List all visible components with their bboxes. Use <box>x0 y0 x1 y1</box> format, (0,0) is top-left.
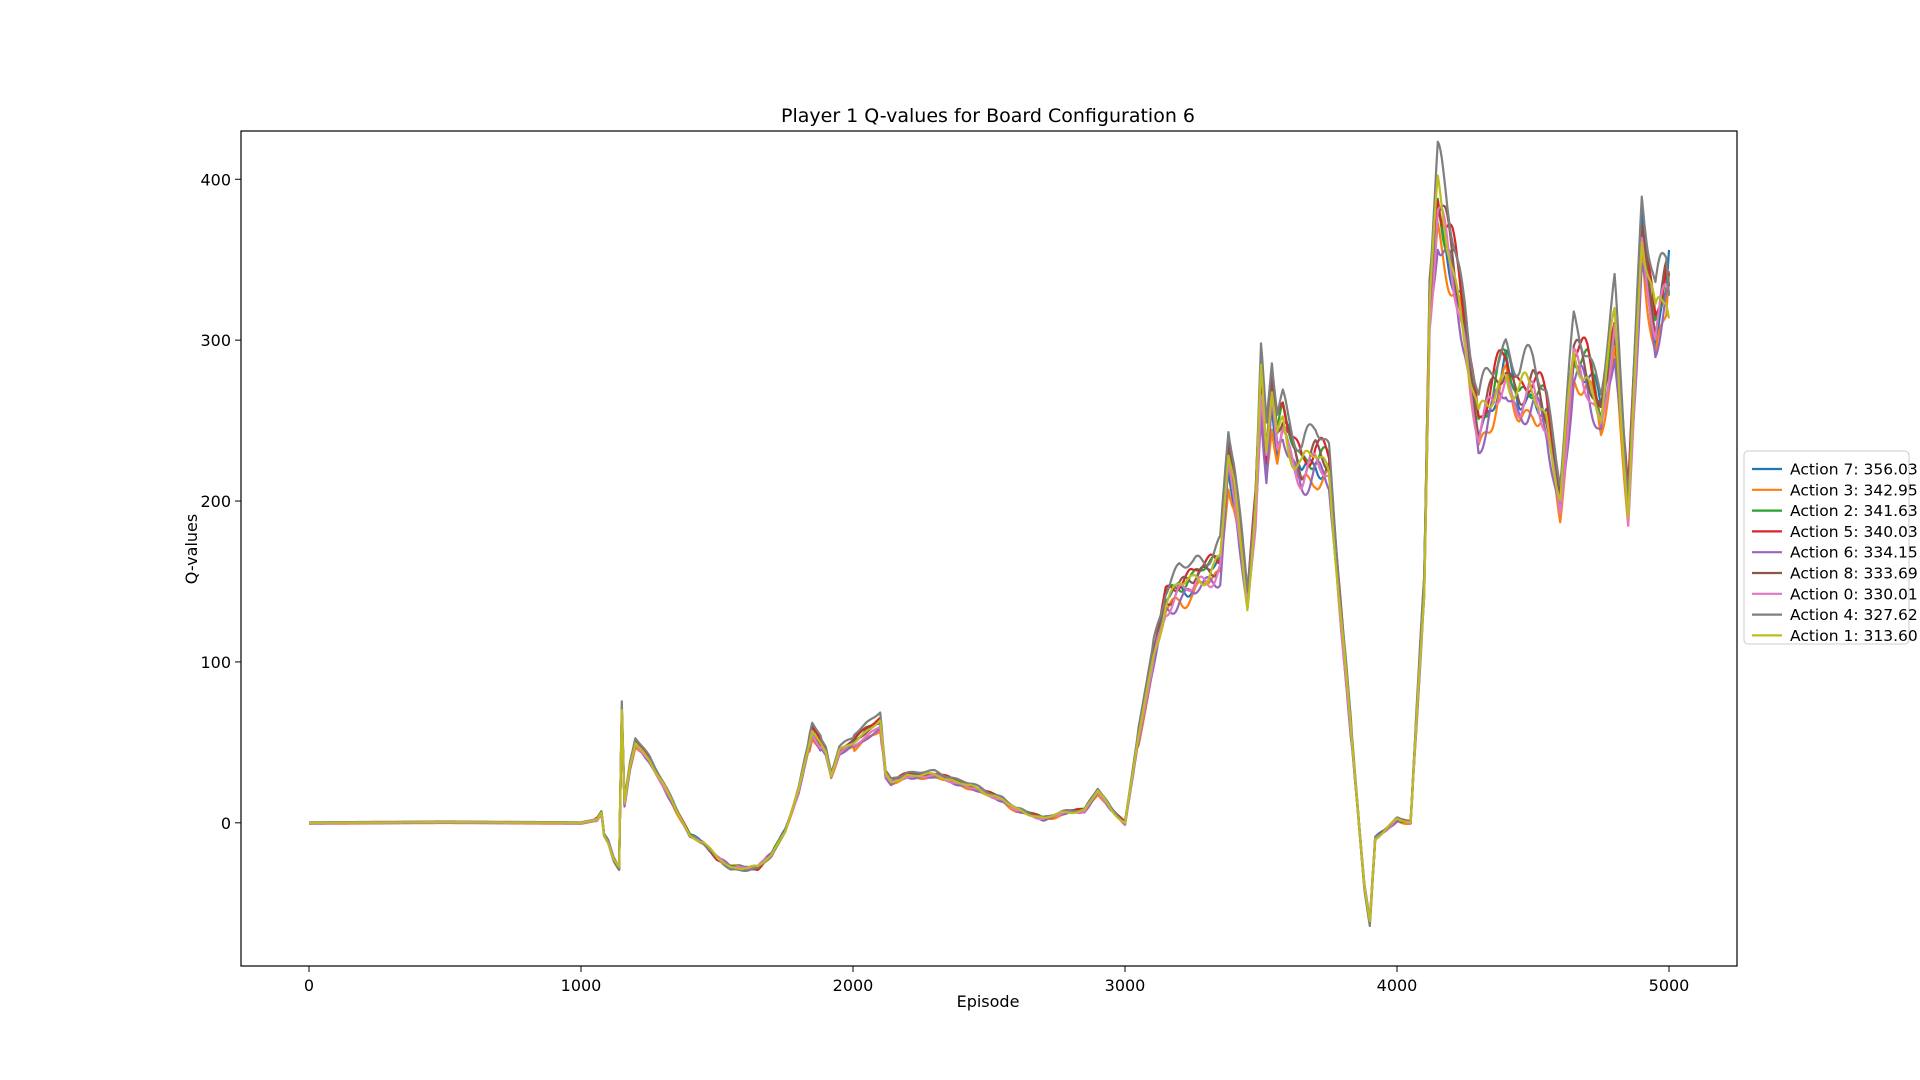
legend-label: Action 5: 340.03 <box>1790 523 1918 541</box>
legend-label: Action 7: 356.03 <box>1790 461 1918 479</box>
y-tick-label: 100 <box>200 653 231 672</box>
plot-frame <box>240 130 1738 967</box>
legend-label: Action 4: 327.62 <box>1790 606 1918 624</box>
x-axis: 0 1000 2000 3000 4000 5000 <box>304 966 1689 995</box>
x-tick-label: 3000 <box>1105 976 1146 995</box>
legend: Action 7: 356.03 Action 3: 342.95 Action 2… <box>1743 450 1918 645</box>
chart-title: Player 1 Q-values for Board Configuratio… <box>781 105 1195 127</box>
x-tick-label: 4000 <box>1377 976 1418 995</box>
x-tick-label: 0 <box>304 976 314 995</box>
y-tick-label: 200 <box>200 492 231 511</box>
y-axis-label: Q-values <box>182 514 201 584</box>
x-tick-label: 5000 <box>1649 976 1690 995</box>
y-axis: 0 100 200 300 400 <box>200 170 241 833</box>
x-tick-label: 1000 <box>561 976 602 995</box>
legend-frame <box>1743 450 1910 645</box>
legend-label: Action 2: 341.63 <box>1790 502 1918 520</box>
series-lines <box>308 140 1671 928</box>
x-axis-label: Episode <box>957 992 1020 1011</box>
y-tick-label: 0 <box>221 814 231 833</box>
series-line <box>309 140 1671 928</box>
series-line <box>309 174 1671 923</box>
legend-label: Action 6: 334.15 <box>1790 544 1918 562</box>
legend-label: Action 3: 342.95 <box>1790 481 1918 499</box>
legend-label: Action 8: 333.69 <box>1790 565 1918 583</box>
x-tick-label: 2000 <box>833 976 874 995</box>
legend-label: Action 0: 330.01 <box>1790 585 1918 603</box>
y-tick-label: 300 <box>200 331 231 350</box>
legend-label: Action 1: 313.60 <box>1790 627 1918 645</box>
y-tick-label: 400 <box>200 170 231 189</box>
